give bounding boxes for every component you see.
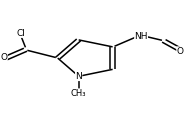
Text: N: N [75,72,82,81]
Text: NH: NH [134,32,148,41]
Text: CH₃: CH₃ [71,89,86,98]
Text: O: O [176,47,183,56]
Text: Cl: Cl [16,29,25,38]
Text: O: O [1,53,8,62]
